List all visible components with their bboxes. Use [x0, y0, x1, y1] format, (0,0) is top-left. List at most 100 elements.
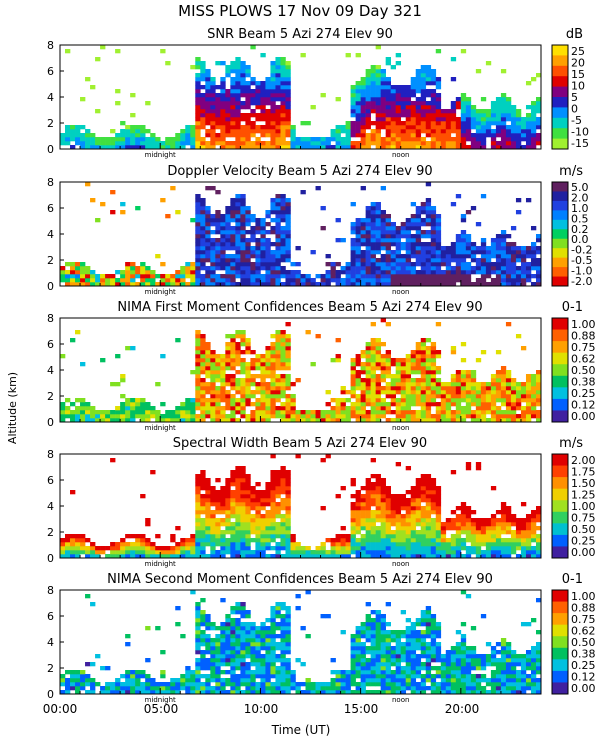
heatmap-cell: [385, 238, 391, 243]
heatmap-cell: [365, 89, 371, 94]
heatmap-cell: [480, 242, 487, 247]
heatmap-cell: [330, 133, 336, 138]
heatmap-cell: [375, 342, 381, 347]
heatmap-cell: [170, 550, 176, 555]
heatmap-cell: [65, 141, 71, 146]
heatmap-cell: [100, 282, 106, 287]
heatmap-cell: [240, 133, 246, 138]
heatmap-cell: [140, 538, 146, 543]
heatmap-cell: [75, 137, 81, 142]
heatmap-cell: [210, 129, 216, 134]
heatmap-cell: [525, 270, 532, 275]
heatmap-cell: [260, 53, 266, 58]
heatmap-cell: [435, 554, 442, 559]
heatmap-cell: [415, 362, 422, 367]
heatmap-cell: [255, 358, 261, 363]
heatmap-cell: [475, 414, 482, 419]
heatmap-cell: [280, 522, 286, 527]
heatmap-cell: [160, 670, 166, 675]
heatmap-cell: [240, 69, 246, 74]
heatmap-cell: [380, 510, 386, 515]
heatmap-cell: [85, 145, 91, 150]
heatmap-cell: [450, 390, 457, 395]
heatmap-cell: [355, 222, 361, 227]
heatmap-cell: [350, 526, 356, 531]
heatmap-cell: [300, 278, 306, 283]
heatmap-cell: [405, 518, 412, 523]
heatmap-cell: [305, 121, 311, 126]
heatmap-cell: [205, 113, 211, 118]
heatmap-cell: [430, 482, 437, 487]
heatmap-cell: [220, 105, 226, 110]
heatmap-cell: [210, 690, 216, 695]
heatmap-cell: [505, 262, 512, 267]
heatmap-cell: [225, 258, 231, 263]
heatmap-cell: [200, 137, 206, 142]
heatmap-cell: [390, 494, 396, 499]
heatmap-cell: [270, 538, 276, 543]
heatmap-cell: [205, 81, 211, 86]
heatmap-cell: [375, 554, 381, 559]
color-scale-label: 1.00: [571, 500, 596, 513]
heatmap-cell: [525, 198, 532, 203]
heatmap-cell: [270, 334, 276, 339]
heatmap-cell: [275, 494, 281, 499]
color-scale-label: 0.12: [571, 399, 596, 412]
heatmap-cell: [230, 654, 236, 659]
heatmap-cell: [125, 674, 131, 679]
heatmap-cell: [280, 77, 286, 82]
heatmap-cell: [285, 334, 291, 339]
heatmap-cell: [365, 370, 371, 375]
heatmap-cell: [390, 522, 396, 527]
heatmap-cell: [530, 402, 537, 407]
heatmap-cell: [65, 670, 71, 675]
heatmap-cell: [475, 518, 482, 523]
heatmap-cell: [200, 109, 206, 114]
heatmap-cell: [490, 550, 497, 555]
heatmap-cell: [400, 101, 407, 106]
heatmap-cell: [520, 382, 527, 387]
heatmap-cell: [420, 338, 427, 343]
heatmap-cell: [240, 666, 246, 671]
heatmap-cell: [250, 662, 256, 667]
heatmap-cell: [375, 550, 381, 555]
heatmap-cell: [240, 270, 246, 275]
heatmap-cell: [250, 530, 256, 535]
heatmap-cell: [485, 410, 492, 415]
heatmap-cell: [240, 406, 246, 411]
heatmap-cell: [410, 522, 417, 527]
heatmap-cell: [145, 658, 151, 663]
heatmap-cell: [525, 274, 532, 279]
heatmap-cell: [180, 542, 186, 547]
heatmap-cell: [425, 494, 432, 499]
heatmap-cell: [220, 642, 226, 647]
heatmap-cell: [385, 93, 391, 98]
heatmap-cell: [160, 546, 166, 551]
heatmap-cell: [510, 534, 517, 539]
heatmap-cell: [475, 266, 482, 271]
heatmap-cell: [360, 502, 366, 507]
heatmap-cell: [195, 602, 201, 607]
heatmap-cell: [250, 358, 256, 363]
heatmap-cell: [380, 478, 386, 483]
heatmap-cell: [375, 125, 381, 130]
heatmap-cell: [425, 530, 432, 535]
heatmap-cell: [400, 121, 407, 126]
heatmap-cell: [435, 402, 442, 407]
heatmap-cell: [465, 113, 472, 118]
y-tick-label: 0: [47, 143, 54, 156]
heatmap-cell: [235, 658, 241, 663]
heatmap-cell: [450, 105, 457, 110]
heatmap-cell: [530, 534, 537, 539]
heatmap-cell: [330, 358, 336, 363]
heatmap-cell: [505, 414, 512, 419]
heatmap-cell: [360, 410, 366, 415]
heatmap-cell: [460, 414, 467, 419]
heatmap-cell: [410, 362, 417, 367]
heatmap-cell: [400, 390, 407, 395]
heatmap-cell: [430, 362, 437, 367]
heatmap-cell: [490, 386, 497, 391]
heatmap-cell: [475, 133, 482, 138]
heatmap-cell: [205, 522, 211, 527]
heatmap-cell: [280, 350, 286, 355]
